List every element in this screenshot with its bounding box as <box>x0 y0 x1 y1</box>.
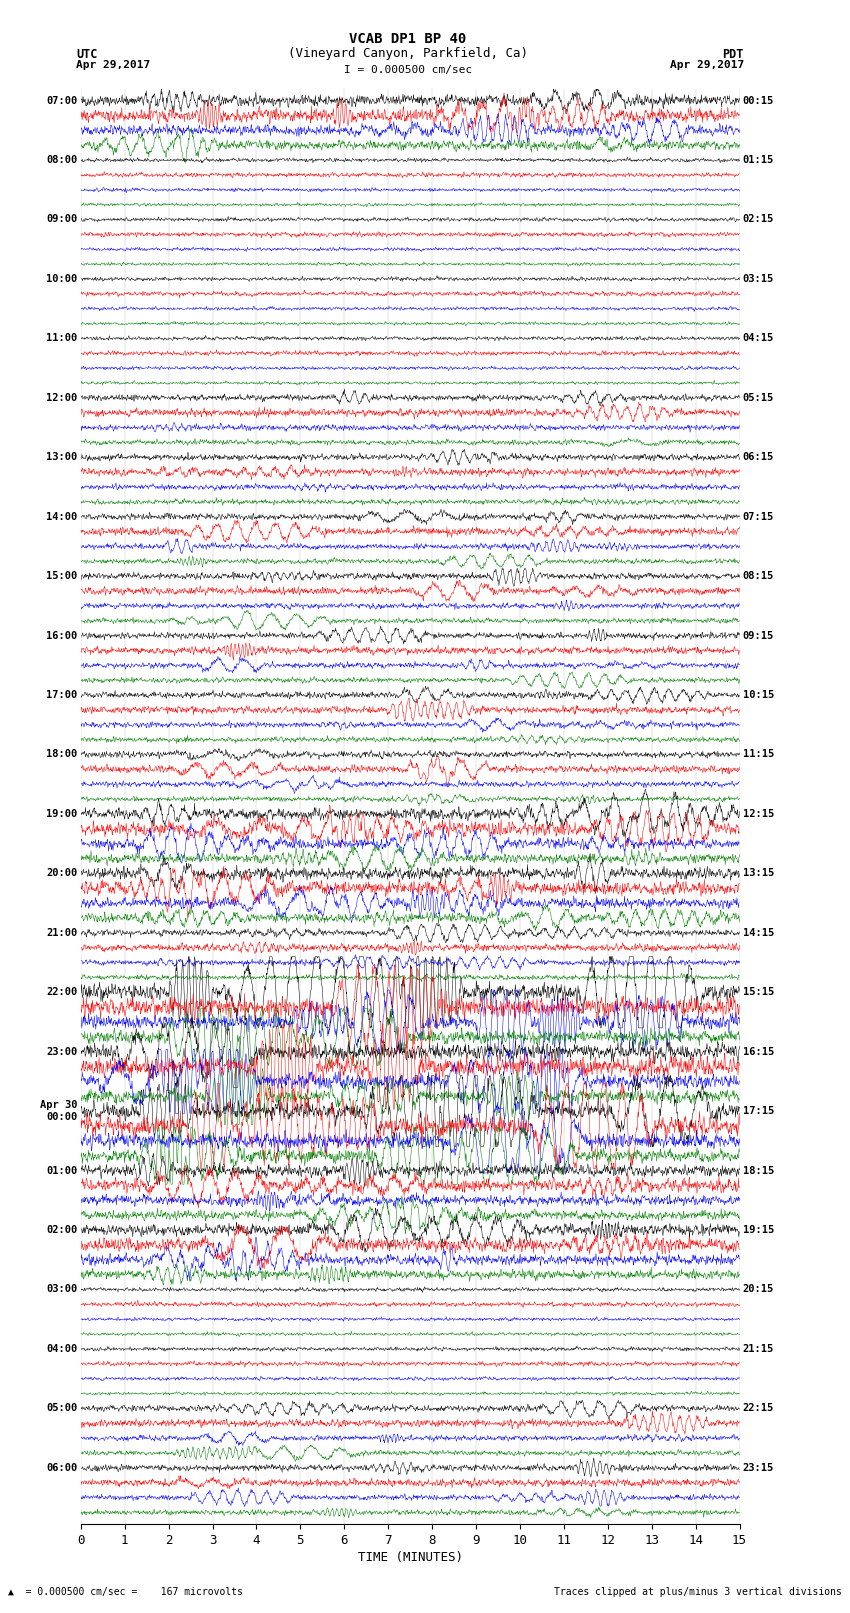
Text: 02:15: 02:15 <box>743 215 774 224</box>
Text: 02:00: 02:00 <box>46 1224 77 1236</box>
Text: 20:00: 20:00 <box>46 868 77 879</box>
Text: Traces clipped at plus/minus 3 vertical divisions: Traces clipped at plus/minus 3 vertical … <box>553 1587 842 1597</box>
Text: 04:15: 04:15 <box>743 334 774 344</box>
Text: 14:15: 14:15 <box>743 927 774 937</box>
Text: 09:00: 09:00 <box>46 215 77 224</box>
Text: UTC: UTC <box>76 48 98 61</box>
Text: Apr 29,2017: Apr 29,2017 <box>670 60 744 69</box>
Text: 13:00: 13:00 <box>46 452 77 463</box>
Text: 01:00: 01:00 <box>46 1166 77 1176</box>
Text: 22:00: 22:00 <box>46 987 77 997</box>
Text: 22:15: 22:15 <box>743 1403 774 1413</box>
X-axis label: TIME (MINUTES): TIME (MINUTES) <box>358 1552 462 1565</box>
Text: 07:15: 07:15 <box>743 511 774 521</box>
Text: 16:15: 16:15 <box>743 1047 774 1057</box>
Text: 16:00: 16:00 <box>46 631 77 640</box>
Text: 14:00: 14:00 <box>46 511 77 521</box>
Text: I = 0.000500 cm/sec: I = 0.000500 cm/sec <box>344 65 472 74</box>
Text: 13:15: 13:15 <box>743 868 774 879</box>
Text: 19:00: 19:00 <box>46 810 77 819</box>
Text: 18:15: 18:15 <box>743 1166 774 1176</box>
Text: 00:15: 00:15 <box>743 95 774 105</box>
Text: 05:15: 05:15 <box>743 394 774 403</box>
Text: 18:00: 18:00 <box>46 750 77 760</box>
Text: 15:00: 15:00 <box>46 571 77 581</box>
Text: 23:15: 23:15 <box>743 1463 774 1473</box>
Text: 23:00: 23:00 <box>46 1047 77 1057</box>
Text: 06:00: 06:00 <box>46 1463 77 1473</box>
Text: 12:00: 12:00 <box>46 394 77 403</box>
Text: 11:15: 11:15 <box>743 750 774 760</box>
Text: 15:15: 15:15 <box>743 987 774 997</box>
Text: 10:15: 10:15 <box>743 690 774 700</box>
Text: (Vineyard Canyon, Parkfield, Ca): (Vineyard Canyon, Parkfield, Ca) <box>288 47 528 60</box>
Text: 04:00: 04:00 <box>46 1344 77 1353</box>
Text: 09:15: 09:15 <box>743 631 774 640</box>
Text: 03:15: 03:15 <box>743 274 774 284</box>
Text: ▲  = 0.000500 cm/sec =    167 microvolts: ▲ = 0.000500 cm/sec = 167 microvolts <box>8 1587 243 1597</box>
Text: 08:00: 08:00 <box>46 155 77 165</box>
Text: 20:15: 20:15 <box>743 1284 774 1295</box>
Text: 21:00: 21:00 <box>46 927 77 937</box>
Text: Apr 29,2017: Apr 29,2017 <box>76 60 150 69</box>
Text: 21:15: 21:15 <box>743 1344 774 1353</box>
Text: 10:00: 10:00 <box>46 274 77 284</box>
Text: 19:15: 19:15 <box>743 1224 774 1236</box>
Text: 03:00: 03:00 <box>46 1284 77 1295</box>
Text: 05:00: 05:00 <box>46 1403 77 1413</box>
Text: VCAB DP1 BP 40: VCAB DP1 BP 40 <box>349 32 467 47</box>
Text: 11:00: 11:00 <box>46 334 77 344</box>
Text: 01:15: 01:15 <box>743 155 774 165</box>
Text: 06:15: 06:15 <box>743 452 774 463</box>
Text: Apr 30
00:00: Apr 30 00:00 <box>40 1100 77 1123</box>
Text: PDT: PDT <box>722 48 744 61</box>
Text: 17:00: 17:00 <box>46 690 77 700</box>
Text: 07:00: 07:00 <box>46 95 77 105</box>
Text: 12:15: 12:15 <box>743 810 774 819</box>
Text: 17:15: 17:15 <box>743 1107 774 1116</box>
Text: 08:15: 08:15 <box>743 571 774 581</box>
